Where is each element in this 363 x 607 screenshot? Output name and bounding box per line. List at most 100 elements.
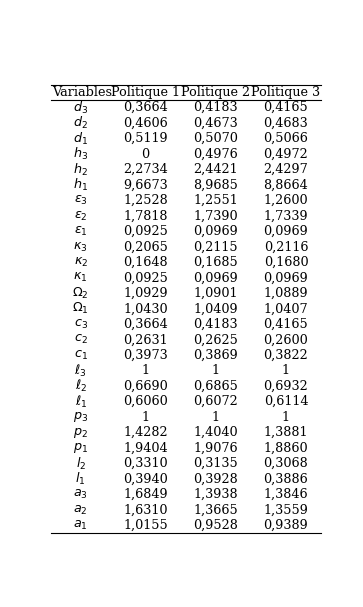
Text: 0,5066: 0,5066 xyxy=(264,132,309,145)
Text: $\epsilon_3$: $\epsilon_3$ xyxy=(74,194,87,207)
Text: 1,2600: 1,2600 xyxy=(264,194,308,207)
Text: 0,3135: 0,3135 xyxy=(193,457,238,470)
Text: $c_1$: $c_1$ xyxy=(74,349,88,362)
Text: 0,6932: 0,6932 xyxy=(264,380,308,393)
Text: $\kappa_1$: $\kappa_1$ xyxy=(73,271,88,285)
Text: Politique 2: Politique 2 xyxy=(181,86,250,99)
Text: $a_3$: $a_3$ xyxy=(73,488,88,501)
Text: 0,1680: 0,1680 xyxy=(264,256,308,269)
Text: 0,3869: 0,3869 xyxy=(193,349,238,362)
Text: 0,0925: 0,0925 xyxy=(123,225,168,238)
Text: Variables: Variables xyxy=(52,86,113,99)
Text: $\ell_1$: $\ell_1$ xyxy=(74,394,87,410)
Text: 0,0969: 0,0969 xyxy=(193,225,238,238)
Text: 1,0889: 1,0889 xyxy=(264,287,308,300)
Text: $\Omega_2$: $\Omega_2$ xyxy=(72,286,89,301)
Text: $c_3$: $c_3$ xyxy=(74,318,88,331)
Text: 0,5070: 0,5070 xyxy=(193,132,238,145)
Text: 0,9389: 0,9389 xyxy=(264,519,308,532)
Text: 1: 1 xyxy=(282,364,290,378)
Text: $\kappa_2$: $\kappa_2$ xyxy=(74,256,88,269)
Text: 1,6310: 1,6310 xyxy=(123,504,168,517)
Text: 0,3940: 0,3940 xyxy=(123,473,168,486)
Text: 0,1648: 0,1648 xyxy=(123,256,168,269)
Text: 1,6849: 1,6849 xyxy=(123,488,168,501)
Text: 1,8860: 1,8860 xyxy=(264,442,308,455)
Text: 1: 1 xyxy=(142,364,150,378)
Text: 0,3822: 0,3822 xyxy=(264,349,308,362)
Text: 1,3665: 1,3665 xyxy=(193,504,238,517)
Text: 0,2631: 0,2631 xyxy=(123,333,168,347)
Text: $\Omega_1$: $\Omega_1$ xyxy=(72,301,89,316)
Text: $c_2$: $c_2$ xyxy=(74,333,87,347)
Text: 0,4165: 0,4165 xyxy=(264,101,308,114)
Text: 0,4165: 0,4165 xyxy=(264,318,308,331)
Text: $h_2$: $h_2$ xyxy=(73,161,88,178)
Text: $l_2$: $l_2$ xyxy=(76,456,86,472)
Text: 0,3973: 0,3973 xyxy=(123,349,168,362)
Text: 1: 1 xyxy=(282,411,290,424)
Text: 1,7339: 1,7339 xyxy=(264,209,308,223)
Text: 0,5119: 0,5119 xyxy=(123,132,168,145)
Text: 0,3310: 0,3310 xyxy=(123,457,168,470)
Text: 1,0155: 1,0155 xyxy=(123,519,168,532)
Text: 1,0430: 1,0430 xyxy=(123,302,168,316)
Text: 1,4040: 1,4040 xyxy=(193,426,238,439)
Text: 0,3068: 0,3068 xyxy=(264,457,308,470)
Text: 1: 1 xyxy=(212,411,220,424)
Text: $d_1$: $d_1$ xyxy=(73,131,88,147)
Text: 0,2600: 0,2600 xyxy=(264,333,308,347)
Text: $\ell_2$: $\ell_2$ xyxy=(75,378,87,395)
Text: 8,9685: 8,9685 xyxy=(193,178,238,192)
Text: Politique 1: Politique 1 xyxy=(111,86,180,99)
Text: 8,8664: 8,8664 xyxy=(264,178,308,192)
Text: 0,3664: 0,3664 xyxy=(123,101,168,114)
Text: 0,2625: 0,2625 xyxy=(193,333,238,347)
Text: $\epsilon_1$: $\epsilon_1$ xyxy=(74,225,87,238)
Text: 1,0407: 1,0407 xyxy=(264,302,308,316)
Text: $l_1$: $l_1$ xyxy=(76,471,86,487)
Text: 1,2528: 1,2528 xyxy=(123,194,168,207)
Text: 0,2116: 0,2116 xyxy=(264,240,308,254)
Text: 0,3664: 0,3664 xyxy=(123,318,168,331)
Text: 0,0969: 0,0969 xyxy=(193,271,238,285)
Text: $d_2$: $d_2$ xyxy=(73,115,88,131)
Text: 0,6072: 0,6072 xyxy=(193,395,238,409)
Text: 0,4683: 0,4683 xyxy=(264,117,308,130)
Text: 0,2115: 0,2115 xyxy=(193,240,238,254)
Text: 2,4297: 2,4297 xyxy=(264,163,308,176)
Text: 0,3928: 0,3928 xyxy=(193,473,238,486)
Text: 0,4183: 0,4183 xyxy=(193,101,238,114)
Text: 0,0969: 0,0969 xyxy=(264,271,308,285)
Text: 1,3881: 1,3881 xyxy=(264,426,308,439)
Text: $d_3$: $d_3$ xyxy=(73,100,88,116)
Text: 1,9076: 1,9076 xyxy=(193,442,238,455)
Text: 1,0901: 1,0901 xyxy=(193,287,238,300)
Text: $p_3$: $p_3$ xyxy=(73,410,88,424)
Text: $\kappa_3$: $\kappa_3$ xyxy=(73,240,88,254)
Text: 0,1685: 0,1685 xyxy=(193,256,238,269)
Text: $a_2$: $a_2$ xyxy=(73,503,88,517)
Text: $h_3$: $h_3$ xyxy=(73,146,88,162)
Text: 1,3559: 1,3559 xyxy=(264,504,309,517)
Text: $\ell_3$: $\ell_3$ xyxy=(74,363,87,379)
Text: 1,7390: 1,7390 xyxy=(193,209,238,223)
Text: $p_2$: $p_2$ xyxy=(73,426,88,439)
Text: 2,4421: 2,4421 xyxy=(193,163,238,176)
Text: 0,3886: 0,3886 xyxy=(264,473,308,486)
Text: 1: 1 xyxy=(212,364,220,378)
Text: 1,0929: 1,0929 xyxy=(123,287,168,300)
Text: 0,4972: 0,4972 xyxy=(264,148,308,161)
Text: 1,3846: 1,3846 xyxy=(264,488,308,501)
Text: 0,2065: 0,2065 xyxy=(123,240,168,254)
Text: $h_1$: $h_1$ xyxy=(73,177,88,193)
Text: 0,0925: 0,0925 xyxy=(123,271,168,285)
Text: 9,6673: 9,6673 xyxy=(123,178,168,192)
Text: $p_1$: $p_1$ xyxy=(73,441,88,455)
Text: 0,9528: 0,9528 xyxy=(193,519,238,532)
Text: 0,6865: 0,6865 xyxy=(193,380,238,393)
Text: 0,6060: 0,6060 xyxy=(123,395,168,409)
Text: 1,3938: 1,3938 xyxy=(193,488,238,501)
Text: 1,7818: 1,7818 xyxy=(123,209,168,223)
Text: 2,2734: 2,2734 xyxy=(123,163,168,176)
